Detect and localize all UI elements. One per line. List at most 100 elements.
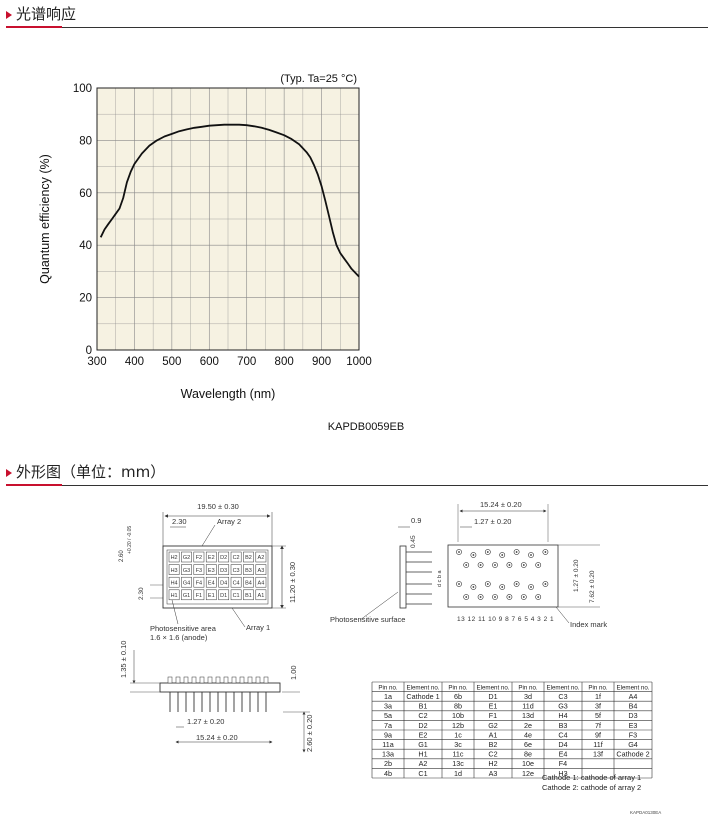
table-cell: 1a [384,692,392,701]
pin-center [465,564,468,566]
photodiode-cell [255,589,267,601]
cathode2-note: Cathode 2: cathode of array 2 [542,783,641,792]
pin-v-dim-2: 7.62 ± 0.20 [589,570,596,603]
table-cell: E4 [559,750,568,759]
photosensitive-area-label: Photosensitive area [150,624,217,633]
row-offset-dim: 2.60 [119,550,125,562]
table-header-cell: Pin no. [518,684,538,691]
x-tick-label: 400 [125,356,144,368]
section-divider [6,27,708,28]
photodiode-cell [255,551,267,563]
cell-label: F3 [196,568,202,574]
table-cell: 13c [452,759,464,768]
pin-center [544,551,547,553]
index-mark-label: Index mark [570,620,607,629]
array1-label: Array 1 [246,623,270,632]
table-cell: G4 [628,740,638,749]
photodiode-cell [243,551,254,563]
table-cell: B4 [629,702,638,711]
y-tick-label: 0 [86,345,92,357]
pin-center [494,596,496,598]
cell-label: F1 [196,593,202,599]
table-cell: 2b [384,759,392,768]
table-cell: 3d [524,692,532,701]
photodiode-cell [218,564,230,575]
table-cell: 10b [452,711,464,720]
lead-length-dim: 2.60 ± 0.20 [305,715,314,752]
y-tick-label: 60 [79,188,92,200]
table-cell: 3f [595,702,601,711]
top-height-dim: 11.20 ± 0.30 [288,562,297,603]
cell-label: B3 [245,568,252,574]
table-cell: 5a [384,711,392,720]
cell-label: G2 [183,555,190,561]
table-cell: 9a [384,730,392,739]
photodiode-cell [193,564,205,575]
y-tick-label: 40 [79,240,92,252]
photodiode-cell [181,576,192,588]
top-width-dim: 19.50 ± 0.30 [197,502,239,511]
cell-label: C1 [233,593,240,599]
photodiode-cell [230,589,242,601]
cell-label: A1 [258,593,265,599]
photodiode-cell [168,564,180,575]
cell-label: C4 [233,580,240,586]
table-cell: G1 [418,740,428,749]
y-tick-label: 80 [79,135,92,147]
x-tick-label: 600 [200,356,219,368]
table-cell: 11f [593,740,602,749]
table-header-cell: Element no. [406,684,439,691]
section-accent-bar [6,484,62,486]
table-cell: H1 [418,750,427,759]
table-cell: D2 [418,721,427,730]
pin-center [537,596,540,598]
photodiode-cell [168,551,180,563]
lead-top [231,676,237,684]
table-cell: 1c [454,730,462,739]
section-divider [6,485,708,486]
pin-center [458,583,460,585]
cell-label: H2 [171,555,178,561]
photodiode-cell [168,576,180,588]
y-axis-label: Quantum efficiency (%) [38,154,52,284]
photosensitive-area-size: 1.6 × 1.6 (anode) [150,633,208,642]
table-cell: 4b [384,769,392,778]
table-cell: 7a [384,721,392,730]
photodiode-cell [181,551,192,563]
pin-center [465,596,468,598]
table-header-cell: Element no. [476,684,509,691]
cell-label: A4 [258,580,265,586]
table-cell: D3 [628,711,637,720]
pin-numbers: 13 12 11 10 9 8 7 6 5 4 3 2 1 [457,616,554,623]
front-view: 1.35 ± 0.10 1.00 1.27 ± 0.20 15.24 ± 0.2… [119,641,314,753]
pin-center [501,554,504,556]
cell-label: C3 [233,568,240,574]
x-axis-label: Wavelength (nm) [181,387,276,401]
section-title: 外形图（单位：mm） [16,463,166,481]
table-cell: B3 [559,721,568,730]
photodiode-cell [218,576,230,588]
x-tick-label: 800 [275,356,294,368]
section-header-outline: 外形图（单位：mm） [6,462,708,486]
table-header-cell: Pin no. [588,684,608,691]
pin-view: 15.24 ± 0.20 1.27 ± 0.20 d c b a 1.27 ± … [437,500,607,629]
photodiode-cell [193,589,205,601]
table-cell: Cathode 1 [406,692,439,701]
front-height-dim: 1.35 ± 0.10 [119,641,128,678]
table-cell: H4 [558,711,567,720]
side-height-dim: 0.45 [410,535,417,548]
x-tick-label: 300 [87,356,106,368]
pin-center [508,596,511,598]
cell-label: A3 [258,568,265,574]
pin-center [530,554,532,556]
pin-center [537,564,540,566]
y-tick-label: 20 [79,293,92,305]
table-cell: G2 [488,721,498,730]
table-cell: 7f [595,721,601,730]
vertical-pitch-dim: 2.30 [138,587,145,600]
lead-top [199,676,205,684]
table-cell: C2 [488,750,497,759]
top-view: 19.50 ± 0.30 2.30 Array 2 H2 G2 F2 E2 D2 C2 B2… [119,502,297,642]
cell-label: G1 [183,593,190,599]
photodiode-cell [230,564,242,575]
